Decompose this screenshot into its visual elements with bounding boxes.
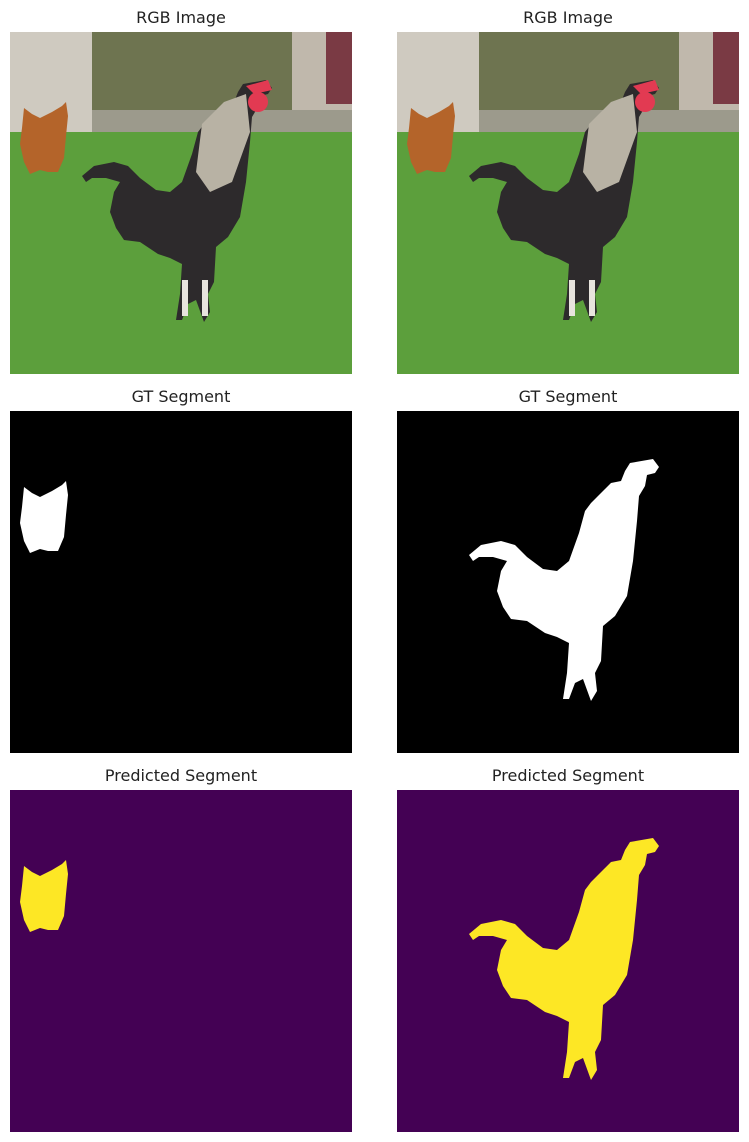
panel-title: Predicted Segment [104, 766, 258, 785]
rgb-image-rooster-hen [397, 32, 739, 374]
rgb-image-rooster-hen [10, 32, 352, 374]
predicted-mask-rooster [397, 790, 739, 1132]
gt-mask-hen [10, 411, 352, 753]
panel-title: Predicted Segment [491, 766, 645, 785]
panel-title: GT Segment [131, 387, 231, 406]
panel-title: RGB Image [523, 8, 613, 27]
panel-title: GT Segment [518, 387, 618, 406]
predicted-mask-hen [10, 790, 352, 1132]
gt-mask-rooster [397, 411, 739, 753]
panel-title: RGB Image [136, 8, 226, 27]
